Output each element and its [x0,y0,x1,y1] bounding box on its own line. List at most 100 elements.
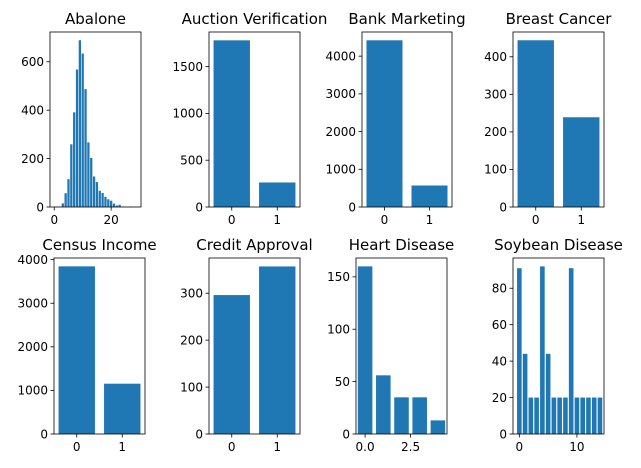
bar [112,203,116,207]
bar [357,266,373,434]
y-tick-label: 4000 [325,49,356,63]
chart-title: Credit Approval [196,236,312,254]
y-tick-label: 20 [492,391,507,405]
x-tick-label: 0 [228,440,236,454]
bar [591,397,597,434]
chart-panel-8: Soybean Disease 0 20 40 60 80 0 10 [492,236,623,454]
axes-frame [49,31,142,208]
y-tick-label: 400 [484,50,507,64]
bar [81,53,84,207]
chart-panel-3: Bank Marketing 0 1000 2000 3000 4000 0 1 [325,10,465,227]
chart-title: Bank Marketing [348,10,465,28]
y-tick-label: 100 [484,163,507,177]
chart-panel-5: Census Income 0 1000 2000 3000 4000 0 1 [17,236,156,454]
chart-title: Heart Disease [349,236,455,254]
bar [98,190,101,207]
y-tick-label: 1000 [17,384,48,398]
y-tick-label: 0 [195,427,203,441]
y-tick-label: 0 [40,427,48,441]
y-tick-label: 80 [492,282,507,296]
bar [540,266,545,434]
bar [580,397,585,434]
y-tick-label: 0 [36,200,44,214]
chart-title: Breast Cancer [506,10,613,28]
axes-frame [53,257,146,435]
y-tick-label: 0 [195,200,203,214]
y-tick-label: 2000 [17,340,48,354]
bar [90,157,93,207]
bar [574,397,580,434]
y-tick-label: 200 [180,333,203,347]
y-tick-label: 300 [180,287,203,301]
bar [92,176,96,207]
x-tick-label: 2.5 [401,440,420,454]
y-tick-label: 1500 [172,60,203,74]
y-tick-label: 0 [342,427,350,441]
bar [394,397,409,434]
chart-panel-1: Abalone 0 200 400 600 0 20 [21,10,142,227]
axes-frame [208,31,301,208]
chart-panel-2: Auction Verification 0 500 1000 1500 0 1 [172,10,327,227]
x-tick-label: 1 [426,213,434,227]
y-tick-label: 200 [21,152,44,166]
bar [110,200,113,207]
bar [563,117,600,207]
y-tick-label: 2000 [325,125,356,139]
bar [522,353,528,434]
bar [557,397,562,434]
x-tick-label: 1 [577,213,585,227]
x-tick-label: 1 [118,440,126,454]
bar [64,193,67,207]
y-tick-label: 1000 [172,107,203,121]
bar [534,397,539,434]
bar [517,268,522,434]
bar [568,268,574,434]
y-tick-label: 200 [484,125,507,139]
y-tick-label: 0 [348,200,356,214]
bar [528,397,534,434]
bar [58,266,95,434]
bar [412,397,427,434]
y-tick-label: 100 [327,323,350,337]
axes-frame [361,31,453,208]
y-tick-label: 50 [335,375,350,389]
y-tick-label: 4000 [17,253,48,267]
x-tick-label: 1 [273,440,281,454]
x-tick-label: 10 [569,440,584,454]
bar [517,40,554,207]
y-tick-label: 500 [180,154,203,168]
bar [563,397,568,434]
y-tick-label: 1000 [325,163,356,177]
chart-panel-6: Credit Approval 0 100 200 300 0 1 [180,236,313,454]
bar [586,397,591,434]
y-tick-label: 3000 [17,297,48,311]
bar [84,89,87,207]
y-tick-label: 600 [21,55,44,69]
axes-frame [208,257,301,435]
bar [87,142,90,207]
x-tick-label: 1 [273,213,281,227]
bar [75,69,79,207]
bar [101,192,104,207]
bar [545,353,551,434]
bar [259,266,296,434]
y-tick-label: 400 [21,103,44,117]
bar [61,203,64,207]
x-tick-label: 0 [228,213,236,227]
bar [95,182,99,207]
chart-title: Census Income [42,236,156,254]
bar [213,295,250,434]
x-tick-label: 0 [532,213,540,227]
bar [551,397,557,434]
bar [78,40,81,207]
chart-panel-4: Breast Cancer 0 100 200 300 400 0 1 [484,10,612,227]
bar [376,375,391,434]
bar [366,40,403,208]
bar [213,40,250,208]
x-tick-label: 20 [104,213,119,227]
y-tick-label: 3000 [325,87,356,101]
bar [67,179,70,207]
bar [104,196,107,207]
x-tick-label: 0.0 [356,440,375,454]
